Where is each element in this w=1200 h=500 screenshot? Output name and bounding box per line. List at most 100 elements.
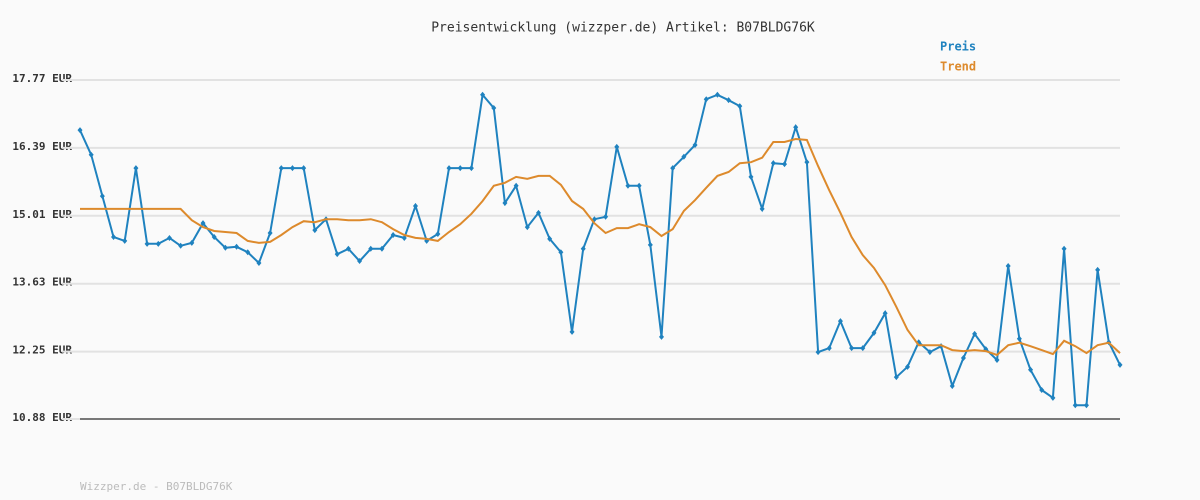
data-point: [457, 165, 463, 172]
data-point: [77, 127, 83, 134]
data-point: [882, 310, 888, 317]
data-point: [748, 173, 754, 180]
data-point: [782, 161, 788, 168]
data-point: [972, 330, 978, 337]
data-point: [614, 143, 620, 150]
data-point: [927, 349, 933, 356]
data-point: [88, 151, 94, 158]
y-tick-label: 17.77 EUR: [12, 72, 72, 85]
y-tick-label: 13.63 EUR: [12, 276, 72, 289]
data-point: [446, 165, 452, 172]
data-point: [122, 237, 128, 244]
data-point: [636, 182, 642, 189]
data-point: [893, 374, 899, 381]
data-point: [502, 200, 508, 207]
data-point: [681, 153, 687, 160]
data-point: [837, 318, 843, 325]
data-point: [345, 245, 351, 252]
data-point: [905, 363, 911, 370]
data-point: [166, 234, 172, 241]
data-point: [301, 165, 307, 172]
data-point: [692, 141, 698, 148]
data-point: [726, 97, 732, 104]
data-point: [793, 124, 799, 131]
data-point: [524, 224, 530, 231]
data-point: [804, 159, 810, 166]
data-point: [1050, 394, 1056, 401]
data-point: [267, 230, 273, 237]
y-tick-label: 15.01 EUR: [12, 208, 72, 221]
data-point: [278, 165, 284, 172]
data-point: [234, 243, 240, 250]
data-point: [334, 251, 340, 258]
data-point: [714, 91, 720, 98]
data-point: [1083, 402, 1089, 409]
data-point: [200, 220, 206, 227]
series-line: [79, 92, 1121, 407]
data-point: [401, 234, 407, 241]
data-point: [849, 345, 855, 352]
data-point: [860, 345, 866, 352]
data-point: [155, 240, 161, 247]
data-point: [949, 383, 955, 390]
data-point: [1072, 402, 1078, 409]
data-point: [133, 165, 139, 172]
data-point: [111, 233, 117, 240]
y-tick-label: 16.39 EUR: [12, 140, 72, 153]
data-point: [535, 209, 541, 216]
data-point: [703, 96, 709, 103]
data-point: [256, 260, 262, 267]
data-point: [569, 328, 575, 335]
data-point: [547, 235, 553, 242]
data-point: [659, 333, 665, 340]
data-point: [871, 329, 877, 336]
data-point: [368, 245, 374, 252]
data-point: [558, 249, 564, 256]
data-point: [1028, 366, 1034, 373]
data-point: [99, 193, 105, 200]
data-point: [289, 165, 295, 172]
data-point: [625, 182, 631, 189]
data-point: [960, 354, 966, 361]
y-tick-label: 10.88 EUR: [12, 411, 72, 424]
data-point: [513, 182, 519, 189]
data-point: [759, 205, 765, 212]
legend-label: Trend: [940, 60, 976, 74]
data-point: [815, 349, 821, 356]
data-point: [603, 213, 609, 220]
data-point: [189, 239, 195, 246]
data-point: [435, 231, 441, 238]
data-point: [580, 245, 586, 252]
y-tick-label: 12.25 EUR: [12, 344, 72, 357]
data-point: [670, 165, 676, 172]
data-point: [312, 227, 318, 234]
data-point: [144, 240, 150, 247]
footer: Wizzper.de - B07BLDG76K: [80, 480, 233, 493]
data-point: [379, 245, 385, 252]
legend-label: Preis: [940, 40, 976, 54]
data-point: [412, 202, 418, 209]
data-point: [1061, 245, 1067, 252]
data-point: [737, 103, 743, 110]
data-point: [357, 258, 363, 265]
data-point: [1039, 386, 1045, 393]
data-point: [1016, 335, 1022, 342]
data-point: [480, 91, 486, 98]
data-point: [211, 233, 217, 240]
data-point: [245, 249, 251, 256]
data-point: [647, 241, 653, 248]
data-point: [491, 105, 497, 112]
data-point: [178, 242, 184, 249]
series-line: [80, 137, 1121, 357]
data-point: [222, 244, 228, 251]
data-point: [770, 160, 776, 167]
chart-title: Preisentwicklung (wizzper.de) Artikel: B…: [431, 21, 815, 36]
data-point: [468, 165, 474, 172]
data-point: [390, 231, 396, 238]
data-point: [994, 356, 1000, 363]
data-point: [1005, 262, 1011, 269]
data-point: [1095, 266, 1101, 273]
